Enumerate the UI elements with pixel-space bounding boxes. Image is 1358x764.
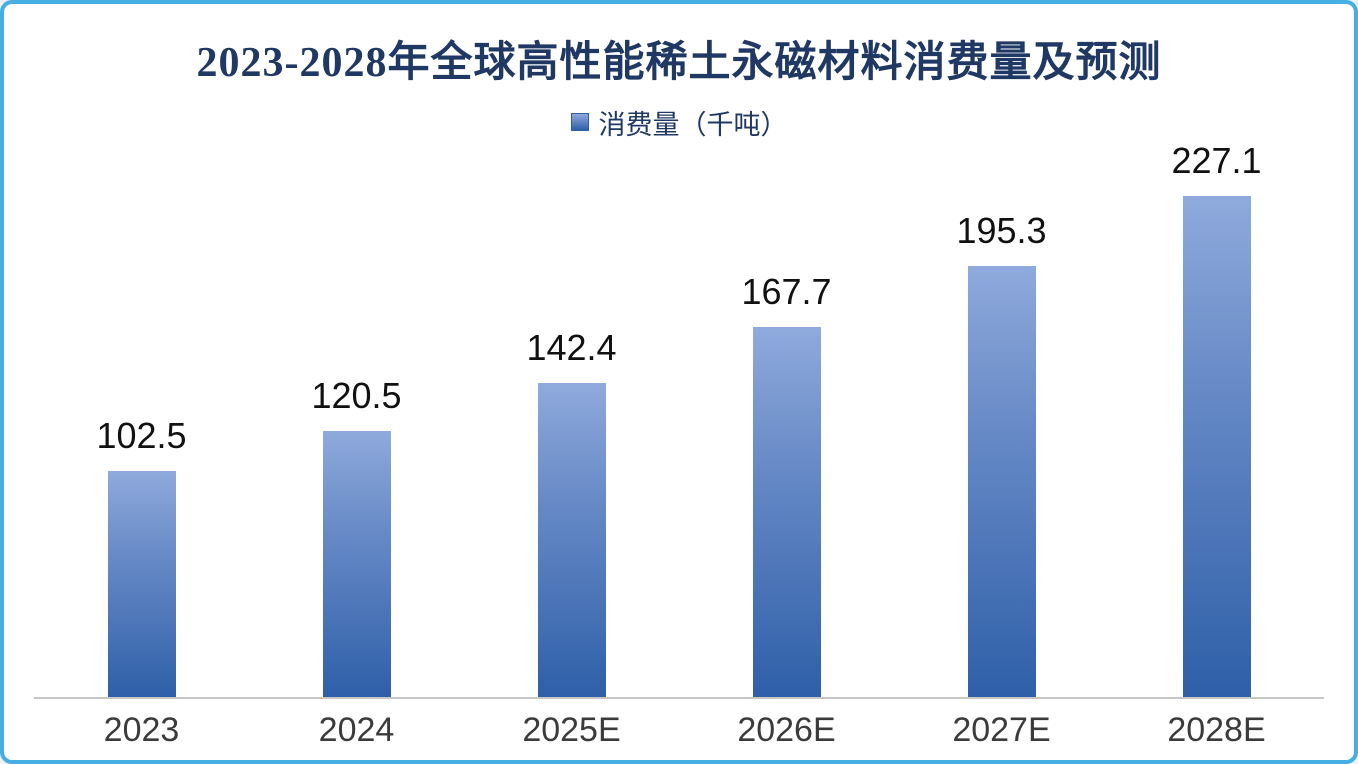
bar-group: 167.7: [679, 271, 894, 697]
bar-value-label: 195.3: [956, 210, 1047, 251]
bar-group: 102.5: [34, 415, 249, 697]
x-axis-label: 2027E: [952, 711, 1051, 749]
chart-title: 2023-2028年全球高性能稀土永磁材料消费量及预测: [196, 40, 1162, 86]
bar: [537, 383, 606, 697]
bar-value-label: 120.5: [311, 375, 402, 416]
bar: [1182, 196, 1251, 697]
legend-swatch-icon: [570, 113, 589, 131]
bar-value-label: 142.4: [526, 327, 617, 368]
bar: [322, 431, 391, 697]
bar: [967, 266, 1036, 697]
legend-label: 消费量（千吨）: [598, 109, 788, 140]
bar-value-label: 167.7: [741, 271, 832, 312]
x-axis-label: 2028E: [1167, 711, 1266, 749]
bar: [107, 471, 176, 697]
bar-group: 195.3: [894, 210, 1109, 697]
x-axis-label: 2025E: [522, 711, 621, 749]
x-axis-labels: 2023 2024 2025E 2026E 2027E 2028E: [34, 699, 1324, 750]
bar: [752, 327, 821, 697]
legend: 消费量（千吨）: [4, 105, 1354, 140]
x-axis-label: 2023: [103, 711, 180, 749]
bar-group: 227.1: [1109, 140, 1324, 697]
plot-area: 102.5 120.5 142.4 167.7 195.3 227.1: [34, 139, 1324, 699]
x-axis-label: 2026E: [737, 711, 836, 749]
bar-value-label: 102.5: [96, 415, 187, 456]
bar-value-label: 227.1: [1171, 140, 1262, 181]
bar-group: 142.4: [464, 327, 679, 697]
bar-group: 120.5: [249, 375, 464, 697]
x-axis-label: 2024: [318, 711, 395, 749]
